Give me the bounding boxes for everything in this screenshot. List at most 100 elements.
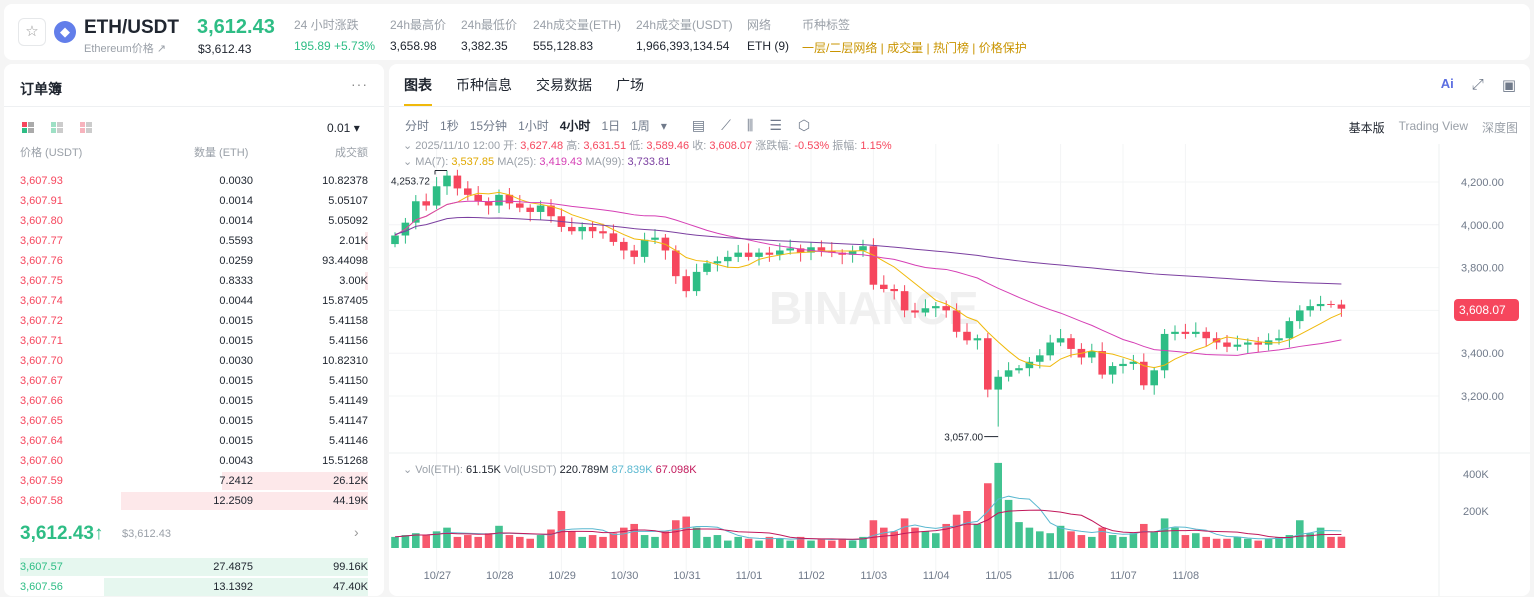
volume-bar — [703, 536, 711, 548]
depth-bar — [120, 492, 368, 510]
volume-bar — [1056, 525, 1065, 548]
candle-type-icon[interactable]: ⫼ — [746, 117, 754, 133]
ma7-line — [394, 191, 1342, 369]
date-tick: 11/02 — [798, 570, 825, 582]
candle-body — [682, 276, 690, 292]
volume-bar — [973, 523, 982, 548]
candle-body — [609, 233, 618, 242]
candle-body — [453, 175, 462, 189]
more-options-button[interactable]: ··· — [351, 76, 368, 92]
ask-row[interactable]: 3,607.64 0.0015 5.41146 — [20, 435, 368, 447]
bid-row[interactable]: 3,607.56 13.1392 47.40K — [20, 577, 368, 597]
view-0[interactable]: 基本版 — [1348, 121, 1385, 135]
volume-bar — [661, 531, 670, 548]
ask-row[interactable]: 3,607.65 0.0015 5.41147 — [20, 415, 368, 427]
interval-6[interactable]: 1周 — [631, 119, 650, 133]
ask-row[interactable]: 3,607.67 0.0015 5.41150 — [20, 375, 368, 387]
bid-row[interactable]: 3,607.57 27.4875 99.16K — [20, 557, 368, 577]
ask-row[interactable]: 3,607.71 0.0015 5.41156 — [20, 335, 368, 347]
volume-bar — [640, 535, 649, 548]
interval-4[interactable]: 4小时 — [559, 119, 591, 133]
hexagon-settings-icon[interactable]: ⬡ — [797, 117, 811, 133]
volume-bar — [942, 523, 950, 548]
candle-body — [578, 226, 586, 232]
view-1[interactable]: Trading View — [1398, 119, 1468, 133]
date-tick: 10/31 — [673, 570, 701, 582]
ask-row[interactable]: 3,607.58 12.2509 44.19K — [20, 491, 368, 511]
ai-icon[interactable]: Ai — [1440, 76, 1454, 91]
volume-bar — [755, 540, 763, 548]
tab-3[interactable]: 广场 — [616, 77, 644, 93]
order-book-panel: 订单簿 ··· 0.01 ▾ 价格 (USDT) 数量 (ETH) 成交额 3,… — [4, 64, 384, 596]
ask-row[interactable]: 3,607.77 0.5593 2.01K — [20, 231, 368, 251]
candle-body — [796, 248, 805, 253]
view-asks-icon[interactable] — [80, 122, 92, 133]
candle-body — [1004, 370, 1013, 377]
candle-body — [1327, 303, 1335, 305]
candle-body — [391, 235, 399, 245]
precision-dropdown[interactable]: 0.01 ▾ — [327, 121, 360, 135]
indicator-icon[interactable]: ⟋ — [721, 117, 731, 133]
volume-bar — [1223, 538, 1231, 548]
volume-bar — [1171, 527, 1179, 548]
candle-body — [786, 248, 794, 251]
volume-bar — [1306, 533, 1314, 548]
view-2[interactable]: 深度图 — [1481, 121, 1518, 135]
tag-link[interactable]: 成交量 — [887, 41, 924, 55]
ask-row[interactable]: 3,607.93 0.0030 10.82378 — [20, 175, 368, 187]
interval-0[interactable]: 分时 — [405, 119, 430, 133]
volume-bar — [734, 536, 742, 548]
volume-bar — [921, 531, 930, 548]
tag-link[interactable]: 一层/二层网络 — [802, 41, 878, 55]
ask-row[interactable]: 3,607.70 0.0030 10.82310 — [20, 355, 368, 367]
ask-row[interactable]: 3,607.66 0.0015 5.41149 — [20, 395, 368, 407]
ask-row[interactable]: 3,607.74 0.0044 15.87405 — [20, 295, 368, 307]
volume-bar — [1077, 535, 1086, 548]
interval-3[interactable]: 1小时 — [518, 119, 549, 133]
ask-row[interactable]: 3,607.60 0.0043 15.51268 — [20, 455, 368, 467]
tag-link[interactable]: 热门榜 — [932, 41, 969, 55]
chevron-right-icon[interactable]: › — [354, 524, 359, 540]
ask-row[interactable]: 3,607.59 7.2412 26.12K — [20, 471, 368, 491]
calendar-icon[interactable]: ▤ — [691, 117, 706, 133]
coin-tags: 币种标签 一层/二层网络 | 成交量 | 热门榜 | 价格保护 — [802, 18, 1027, 55]
ask-row[interactable]: 3,607.72 0.0015 5.41158 — [20, 315, 368, 327]
high-price-mark: 4,253.72 — [391, 177, 430, 188]
tab-1[interactable]: 币种信息 — [456, 77, 512, 93]
last-price-usd: $3,612.43 — [198, 42, 252, 56]
ask-row[interactable]: 3,607.76 0.0259 93.44098 — [20, 255, 368, 267]
candle-body — [640, 239, 649, 257]
stat-1: 24h最高价 3,658.98 — [390, 18, 447, 53]
ask-row[interactable]: 3,607.91 0.0014 5.05107 — [20, 195, 368, 207]
date-tick: 11/05 — [985, 570, 1012, 582]
depth-bar — [364, 232, 368, 250]
interval-1[interactable]: 1秒 — [440, 119, 459, 133]
candle-body — [952, 310, 961, 332]
volume-bar — [932, 533, 940, 548]
tab-2[interactable]: 交易数据 — [536, 77, 592, 93]
tab-0[interactable]: 图表 — [404, 75, 432, 106]
tag-link[interactable]: 价格保护 — [978, 41, 1027, 55]
layout-grid-icon[interactable]: ▣ — [1501, 77, 1516, 94]
interval-2[interactable]: 15分钟 — [469, 119, 508, 133]
volume-bar — [890, 531, 898, 548]
price-tick: 3,400.00 — [1461, 348, 1504, 360]
candlestick-chart[interactable]: BINANCE4,253.723,057.004,200.004,000.003… — [389, 64, 1530, 596]
settings-list-icon[interactable]: ☰ — [769, 117, 782, 133]
ask-row[interactable]: 3,607.75 0.8333 3.00K — [20, 271, 368, 291]
view-bids-icon[interactable] — [51, 122, 63, 133]
interval-5[interactable]: 1日 — [601, 119, 621, 133]
volume-bar — [1067, 531, 1075, 548]
fullscreen-icon[interactable]: ⤢ — [1471, 76, 1484, 93]
last-price: 3,612.43 — [197, 16, 275, 38]
volume-bar — [1036, 531, 1044, 548]
interval-7[interactable]: ▾ — [660, 118, 667, 133]
ask-row[interactable]: 3,607.80 0.0014 5.05092 — [20, 215, 368, 227]
view-both-icon[interactable] — [22, 122, 34, 133]
candle-body — [828, 250, 836, 253]
candle-body — [807, 247, 815, 253]
coin-info-link[interactable]: Ethereum价格 ↗ — [84, 43, 166, 55]
favorite-star-icon[interactable]: ☆ — [18, 18, 46, 46]
price-tick: 4,000.00 — [1461, 220, 1504, 232]
volume-bar — [1264, 538, 1273, 548]
